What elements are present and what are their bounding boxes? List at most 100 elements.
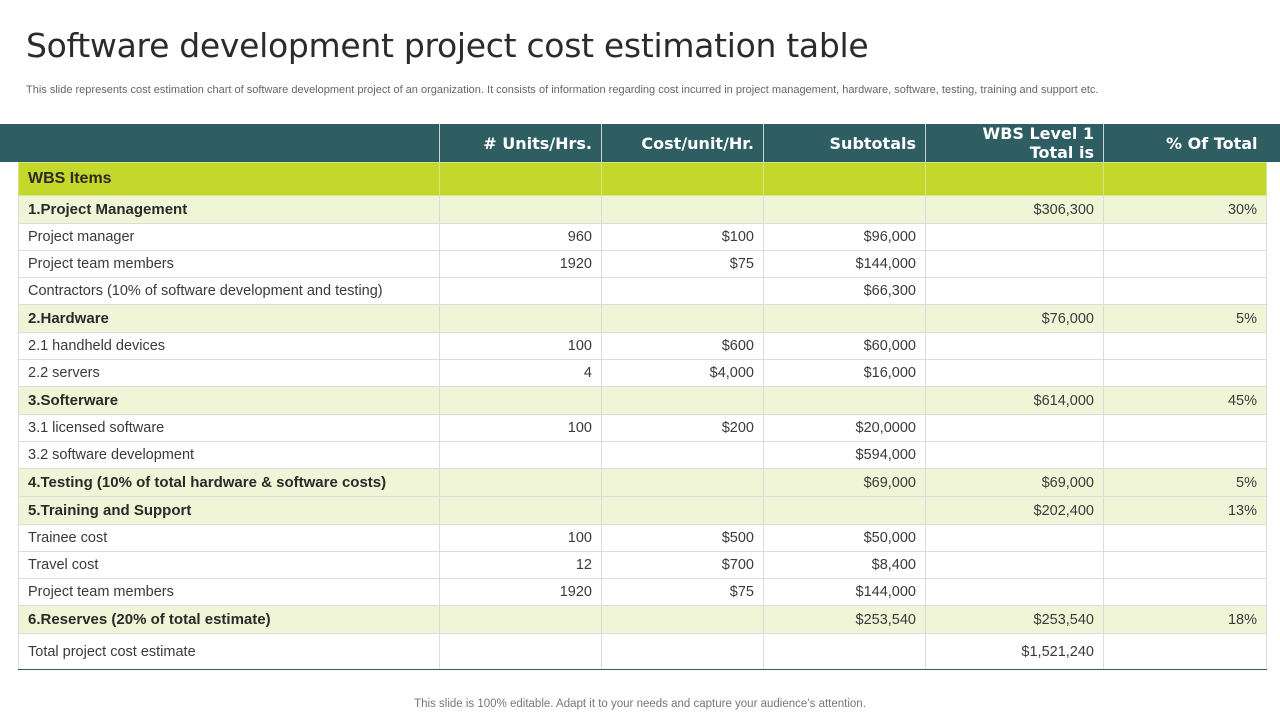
table-row: Trainee cost 100 $500 $50,000 <box>18 524 1267 552</box>
table-cell: $76,000 <box>925 304 1104 333</box>
table-cell: 100 <box>439 414 602 442</box>
table-cell <box>1103 414 1267 442</box>
table-cell <box>601 468 764 497</box>
header-cell-cost-per-unit: Cost/unit/Hr. <box>601 124 764 163</box>
header-cell-item <box>19 124 440 163</box>
table-cell: $69,000 <box>925 468 1104 497</box>
table-cell: $253,540 <box>925 605 1104 634</box>
table-cell: 45% <box>1103 386 1267 415</box>
table-cell: $202,400 <box>925 496 1104 525</box>
table-cell <box>1103 578 1267 606</box>
table-cell: 18% <box>1103 605 1267 634</box>
table-cell <box>1103 551 1267 579</box>
table-cell <box>763 386 926 415</box>
section-row: 6.Reserves (20% of total estimate) $253,5… <box>18 605 1267 634</box>
table-cell <box>1103 359 1267 387</box>
table-row: Travel cost 12 $700 $8,400 <box>18 551 1267 579</box>
table-cell: 6.Reserves (20% of total estimate) <box>18 605 440 634</box>
section-row: 5.Training and Support $202,400 13% <box>18 496 1267 525</box>
section-row: 1.Project Management $306,300 30% <box>18 195 1267 224</box>
header-cell-units: # Units/Hrs. <box>439 124 602 163</box>
table-cell: $144,000 <box>763 250 926 278</box>
table-cell <box>439 386 602 415</box>
table-row: 2.2 servers 4 $4,000 $16,000 <box>18 359 1267 387</box>
table-cell: 30% <box>1103 195 1267 224</box>
table-cell <box>601 304 764 333</box>
page-title: Software development project cost estima… <box>26 26 869 65</box>
table-cell: $600 <box>601 332 764 360</box>
table-row: Contractors (10% of software development… <box>18 277 1267 305</box>
table-cell <box>925 332 1104 360</box>
header-cell-subtotals: Subtotals <box>763 124 926 163</box>
table-cell: Project team members <box>18 578 440 606</box>
table-cell: 3.2 software development <box>18 441 440 469</box>
table-cell: 1920 <box>439 578 602 606</box>
section-row: 3.Softerware $614,000 45% <box>18 386 1267 415</box>
table-cell <box>1103 633 1267 670</box>
table-cell: $144,000 <box>763 578 926 606</box>
table-cell <box>925 441 1104 469</box>
table-cell: 4.Testing (10% of total hardware & softw… <box>18 468 440 497</box>
table-cell: 100 <box>439 332 602 360</box>
table-cell: $100 <box>601 223 764 251</box>
table-cell <box>601 277 764 305</box>
table-cell <box>1103 524 1267 552</box>
table-cell: $8,400 <box>763 551 926 579</box>
table-cell <box>1103 441 1267 469</box>
table-cell: 5% <box>1103 468 1267 497</box>
table-cell: 5% <box>1103 304 1267 333</box>
table-cell <box>439 468 602 497</box>
table-cell <box>439 633 602 670</box>
table-cell <box>601 441 764 469</box>
table-cell <box>601 162 764 196</box>
table-cell <box>601 605 764 634</box>
table-body: WBS Items 1.Project Management $306,300 30%… <box>18 162 1267 670</box>
table-cell: $75 <box>601 578 764 606</box>
table-header-row: # Units/Hrs. Cost/unit/Hr. Subtotals WBS… <box>19 124 1267 163</box>
page-subtitle: This slide represents cost estimation ch… <box>26 84 1099 96</box>
table-cell <box>763 304 926 333</box>
table-cell: Travel cost <box>18 551 440 579</box>
table-cell <box>1103 250 1267 278</box>
table-cell: $69,000 <box>763 468 926 497</box>
table-cell <box>1103 277 1267 305</box>
table-cell <box>601 496 764 525</box>
table-cell: 3.Softerware <box>18 386 440 415</box>
table-cell: $700 <box>601 551 764 579</box>
table-cell <box>1103 162 1267 196</box>
table-cell <box>439 162 602 196</box>
table-cell <box>439 277 602 305</box>
header-cell-wbs-level-1-total: WBS Level 1 Total is <box>925 124 1104 163</box>
table-cell: $20,0000 <box>763 414 926 442</box>
table-cell: 1.Project Management <box>18 195 440 224</box>
table-cell <box>925 223 1104 251</box>
table-cell: 1920 <box>439 250 602 278</box>
table-cell: $4,000 <box>601 359 764 387</box>
table-row: Project manager 960 $100 $96,000 <box>18 223 1267 251</box>
table-cell <box>925 277 1104 305</box>
table-cell: $66,300 <box>763 277 926 305</box>
table-cell <box>439 496 602 525</box>
table-row: Project team members 1920 $75 $144,000 <box>18 250 1267 278</box>
table-cell: $200 <box>601 414 764 442</box>
table-cell <box>1103 223 1267 251</box>
table-cell <box>925 414 1104 442</box>
table-cell <box>763 195 926 224</box>
section-row: 2.Hardware $76,000 5% <box>18 304 1267 333</box>
table-cell: $306,300 <box>925 195 1104 224</box>
table-cell <box>925 551 1104 579</box>
table-cell <box>925 162 1104 196</box>
table-cell: $594,000 <box>763 441 926 469</box>
table-cell <box>601 195 764 224</box>
table-cell: 5.Training and Support <box>18 496 440 525</box>
table-row: 2.1 handheld devices 100 $600 $60,000 <box>18 332 1267 360</box>
table-cell: $1,521,240 <box>925 633 1104 670</box>
table-cell <box>925 578 1104 606</box>
table-cell: $500 <box>601 524 764 552</box>
table-cell <box>925 524 1104 552</box>
table-cell: 100 <box>439 524 602 552</box>
table-cell: Project manager <box>18 223 440 251</box>
table-cell <box>1103 332 1267 360</box>
table-cell <box>925 359 1104 387</box>
table-row: 3.1 licensed software 100 $200 $20,0000 <box>18 414 1267 442</box>
